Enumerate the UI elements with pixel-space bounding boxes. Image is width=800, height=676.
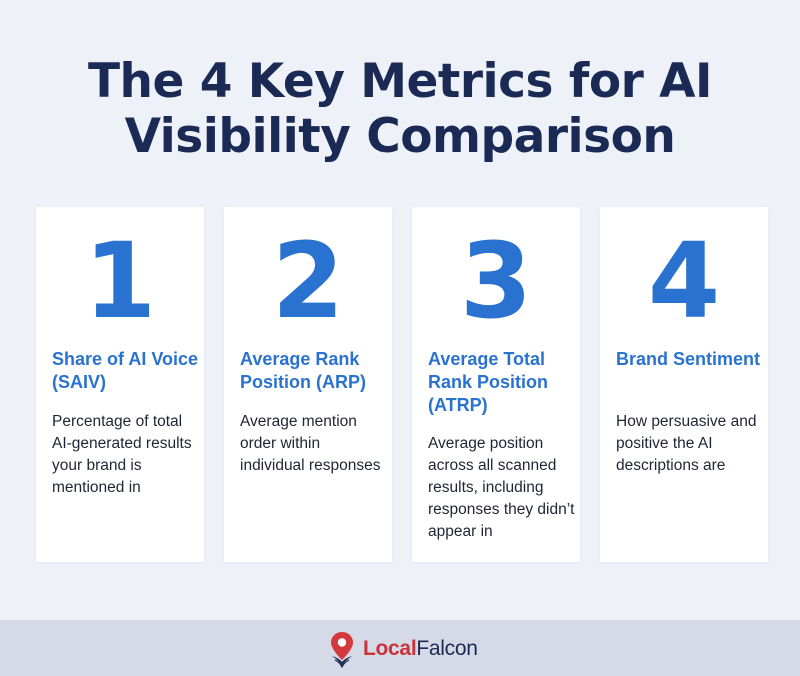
metric-title: Average Rank Position (ARP) xyxy=(240,349,366,392)
footer-bar: LocalFalcon xyxy=(0,620,800,676)
metric-number: 3 xyxy=(459,220,533,342)
page-title: The 4 Key Metrics for AI Visibility Comp… xyxy=(87,54,713,164)
metric-description: How persuasive and positive the AI descr… xyxy=(616,413,757,474)
map-pin-falcon-icon xyxy=(331,632,353,668)
brand-name: LocalFalcon xyxy=(363,637,478,660)
metric-description: Average position across all scanned resu… xyxy=(428,435,575,540)
metric-card-atrp: 3 Average Total Rank Position (ATRP) Ave… xyxy=(412,207,580,562)
metric-card-arp: 2 Average Rank Position (ARP) Average me… xyxy=(224,207,392,562)
metric-number: 1 xyxy=(83,220,157,342)
metrics-cards: 1 Share of AI Voice (SAIV) Percentage of… xyxy=(36,207,768,562)
localfalcon-logo: LocalFalcon xyxy=(327,630,478,668)
metric-card-saiv: 1 Share of AI Voice (SAIV) Percentage of… xyxy=(36,207,204,562)
metric-title: Average Total Rank Position (ATRP) xyxy=(428,349,549,415)
metric-description: Percentage of total AI-generated results… xyxy=(52,413,192,496)
metric-title: Share of AI Voice (SAIV) xyxy=(52,349,199,392)
metric-number: 2 xyxy=(271,220,345,342)
metric-number: 4 xyxy=(647,220,721,342)
metric-description: Average mention order within individual … xyxy=(240,413,381,474)
metric-card-sentiment: 4 Brand Sentiment How persuasive and pos… xyxy=(600,207,768,562)
metric-title: Brand Sentiment xyxy=(616,349,761,369)
